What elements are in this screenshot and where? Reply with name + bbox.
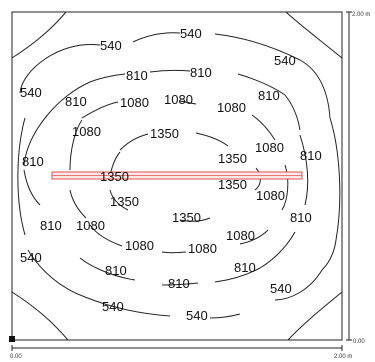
contour-label-1080: 1080 bbox=[72, 124, 101, 139]
contour-label-1350: 1350 bbox=[100, 169, 129, 184]
contour-1080 bbox=[69, 100, 289, 254]
contour-540 bbox=[17, 32, 341, 319]
contour-label-1080: 1080 bbox=[217, 100, 246, 115]
contour-label-540: 540 bbox=[100, 38, 122, 53]
contour-label-1350: 1350 bbox=[110, 194, 139, 209]
corner-contour-bottom-right bbox=[287, 291, 343, 341]
contour-label-1080: 1080 bbox=[256, 188, 285, 203]
corner-contour-top-left bbox=[11, 11, 67, 59]
x-end-label: 2.00 m bbox=[334, 354, 352, 360]
x-origin-label: 0.00 bbox=[10, 354, 22, 360]
contour-label-810: 810 bbox=[190, 65, 212, 80]
y-origin-label: 0.00 bbox=[353, 339, 365, 345]
y-end-label: 2.00 m bbox=[352, 12, 370, 18]
contour-label-1080: 1080 bbox=[76, 218, 105, 233]
contour-label-1080: 1080 bbox=[255, 140, 284, 155]
contour-label-1080: 1080 bbox=[120, 95, 149, 110]
contour-label-540: 540 bbox=[270, 281, 292, 296]
contour-label-540: 540 bbox=[186, 308, 208, 323]
contour-label-1080: 1080 bbox=[164, 92, 193, 107]
corner-contour-top-right bbox=[285, 11, 343, 59]
contour-label-810: 810 bbox=[290, 210, 312, 225]
contour-label-810: 810 bbox=[234, 260, 256, 275]
contour-label-810: 810 bbox=[258, 88, 280, 103]
contour-810 bbox=[23, 69, 309, 286]
contour-label-810: 810 bbox=[300, 148, 322, 163]
contour-label-1350: 1350 bbox=[172, 210, 201, 225]
contour-label-1350: 1350 bbox=[218, 151, 247, 166]
contour-label-810: 810 bbox=[22, 154, 44, 169]
contour-label-1350: 1350 bbox=[218, 177, 247, 192]
contour-label-810: 810 bbox=[40, 218, 62, 233]
corner-contour-bottom-left bbox=[11, 291, 69, 341]
plot-frame bbox=[11, 11, 343, 341]
contour-label-810: 810 bbox=[126, 68, 148, 83]
corner-contours bbox=[11, 11, 343, 341]
contour-label-810: 810 bbox=[168, 276, 190, 291]
contour-label-1080: 1080 bbox=[188, 241, 217, 256]
contour-label-540: 540 bbox=[180, 26, 202, 41]
contour-label-540: 540 bbox=[102, 299, 124, 314]
origin-marker bbox=[9, 336, 15, 342]
contour-label-810: 810 bbox=[65, 94, 87, 109]
contour-label-540: 540 bbox=[20, 85, 42, 100]
contour-label-540: 540 bbox=[20, 250, 42, 265]
contour-label-1080: 1080 bbox=[226, 228, 255, 243]
contour-1350 bbox=[109, 132, 261, 222]
contour-label-1080: 1080 bbox=[125, 238, 154, 253]
contour-label-810: 810 bbox=[105, 263, 127, 278]
contour-label-1350: 1350 bbox=[150, 126, 179, 141]
contour-label-540: 540 bbox=[274, 53, 296, 68]
